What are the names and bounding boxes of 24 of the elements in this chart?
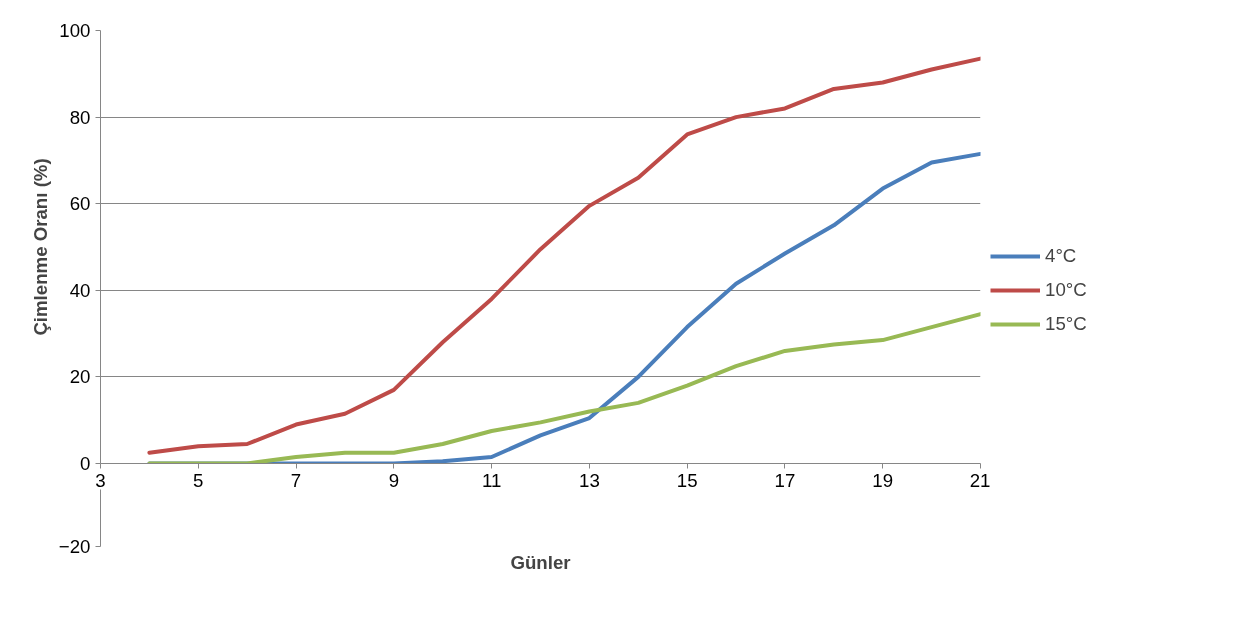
x-tick-label: 9 [388, 469, 400, 491]
y-tick-label: 40 [69, 279, 91, 301]
line-series [147, 312, 981, 464]
line-series [147, 56, 981, 455]
y-tick-label: −20 [58, 536, 91, 557]
x-axis-title: Günler [510, 551, 571, 573]
x-tick-label: 5 [193, 469, 204, 491]
legend-label: 10°C [1045, 279, 1087, 301]
y-tick-label: 0 [80, 453, 91, 474]
x-tick-label: 11 [481, 469, 502, 491]
y-tick-label: 100 [59, 20, 91, 41]
x-tick-label: 7 [290, 469, 302, 491]
x-tick-label: 17 [774, 469, 796, 491]
legend-label: 4°C [1045, 245, 1077, 267]
y-tick-label: 60 [69, 193, 91, 215]
x-tick-label: 3 [95, 469, 106, 491]
x-tick-label: 13 [579, 469, 600, 491]
y-axis-title: Çimlenme Oranı (%) [30, 158, 52, 336]
legend-label: 15°C [1045, 313, 1087, 335]
x-tick-label: 19 [872, 469, 894, 491]
x-tick-label: 21 [969, 469, 991, 491]
y-tick-label: 80 [69, 106, 91, 128]
y-tick-label: 20 [69, 366, 91, 388]
x-tick-label: 15 [676, 469, 698, 491]
